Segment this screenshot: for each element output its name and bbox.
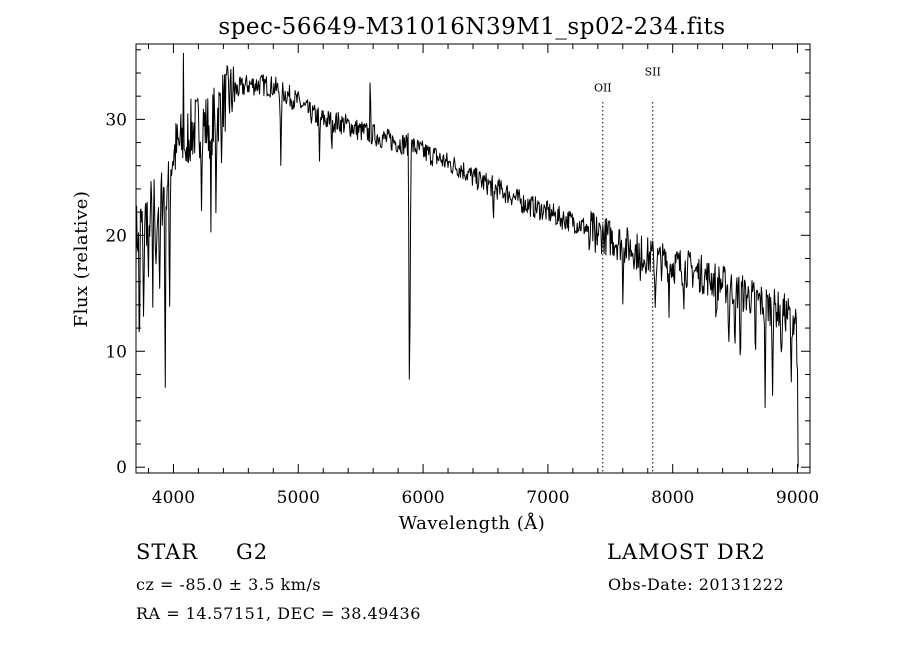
y-tick-label: 30 [105,110,127,130]
coordinates-line: RA = 14.57151, DEC = 38.49436 [136,604,421,623]
survey-label: LAMOST DR2 [607,540,766,564]
x-tick-label: 6000 [401,488,444,508]
x-tick-label: 5000 [277,488,320,508]
y-tick-label: 10 [105,342,127,362]
x-tick-label: 4000 [152,488,195,508]
plot-frame [135,43,811,474]
x-axis-label: Wavelength (Å) [399,512,546,534]
object-subclass: G2 [236,540,269,564]
redshift-line: cz = -85.0 ± 3.5 km/s [136,575,322,594]
y-tick-label: 20 [105,226,127,246]
y-tick-label: 0 [116,458,127,478]
annotation-label: SII [645,65,661,78]
y-axis-label: Flux (relative) [71,191,92,328]
chart-title: spec-56649-M31016N39M1_sp02-234.fits [218,14,725,40]
spectrum-line [135,52,799,468]
x-tick-label: 9000 [776,488,819,508]
obs-date-line: Obs-Date: 20131222 [608,575,785,594]
object-class: STAR [136,540,199,564]
x-tick-label: 7000 [526,488,569,508]
line-annotations: OII SII [594,65,661,473]
annotation-label: OII [594,82,612,95]
axis-ticks: 4000 5000 6000 7000 8000 9000 0 10 20 30 [105,44,819,508]
x-tick-label: 8000 [651,488,694,508]
